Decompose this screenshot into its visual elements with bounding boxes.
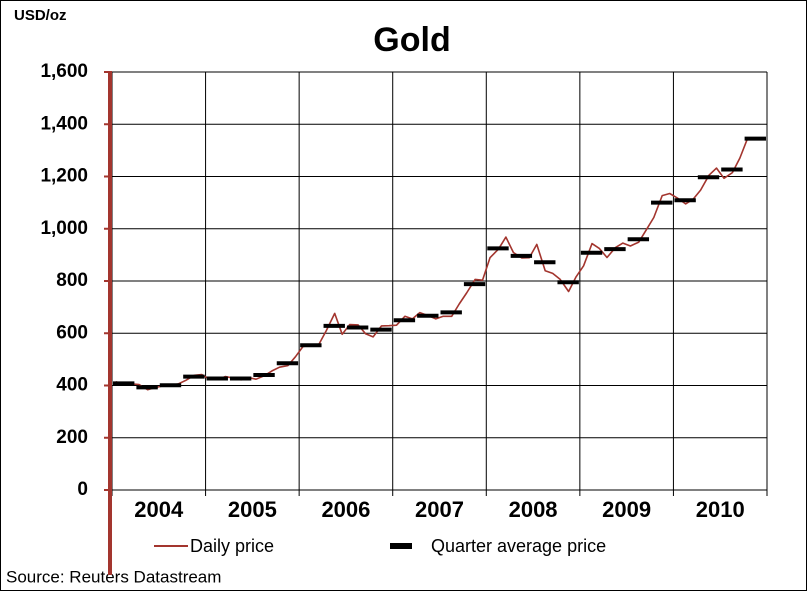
y-tick-label: 400	[56, 375, 88, 396]
y-tick-label: 0	[77, 479, 88, 500]
y-tick-label: 200	[56, 427, 88, 448]
legend-label: Quarter average price	[431, 536, 606, 556]
x-tick-label: 2006	[321, 497, 370, 522]
y-tick-label: 800	[56, 270, 88, 291]
y-tick-label: 1,200	[40, 166, 88, 187]
y-unit: USD/oz	[14, 7, 67, 24]
x-tick-label: 2004	[134, 497, 184, 522]
x-tick-label: 2010	[696, 497, 745, 522]
chart-title: Gold	[373, 21, 450, 59]
x-tick-label: 2007	[415, 497, 464, 522]
x-tick-label: 2005	[228, 497, 277, 522]
y-tick-label: 1,400	[40, 113, 88, 134]
x-tick-label: 2008	[509, 497, 558, 522]
y-tick-label: 600	[56, 322, 88, 343]
legend-label: Daily price	[190, 536, 274, 556]
y-tick-label: 1,000	[40, 218, 88, 239]
x-tick-label: 2009	[602, 497, 651, 522]
y-tick-label: 1,600	[40, 61, 88, 82]
source: Source: Reuters Datastream	[6, 567, 221, 586]
